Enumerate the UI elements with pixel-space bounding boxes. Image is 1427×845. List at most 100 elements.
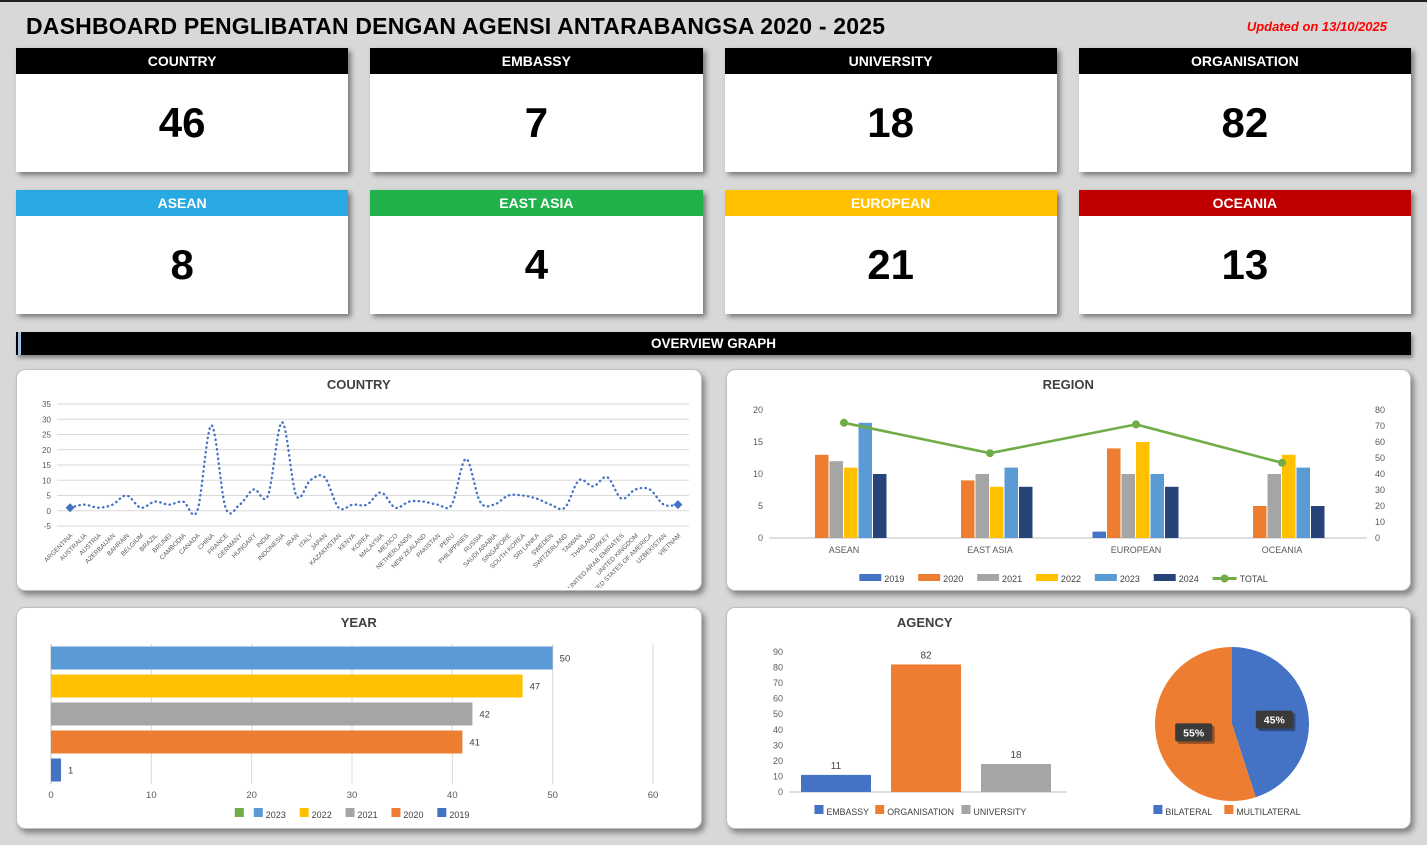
kpi-card-embassy: EMBASSY 7 xyxy=(370,48,703,172)
region-bar-2020 xyxy=(1252,506,1266,538)
region-bar-2021 xyxy=(1121,474,1135,538)
svg-text:50: 50 xyxy=(1375,453,1385,463)
svg-text:OCEANIA: OCEANIA xyxy=(1261,545,1302,555)
year-chart-title: YEAR xyxy=(340,615,377,630)
kpi-header-organisation: ORGANISATION xyxy=(1078,48,1411,74)
updated-note: Updated on 13/10/2025 xyxy=(1246,18,1387,34)
svg-text:20: 20 xyxy=(772,756,782,766)
svg-text:15: 15 xyxy=(42,461,51,470)
kpi-card-asean: ASEAN 8 xyxy=(16,190,349,314)
kpi-card-university: UNIVERSITY 18 xyxy=(724,48,1057,172)
svg-text:10: 10 xyxy=(1375,517,1385,527)
region-bar-2024 xyxy=(1310,506,1324,538)
svg-text:30: 30 xyxy=(347,790,358,801)
region-bar-2019 xyxy=(1092,531,1106,538)
svg-text:2020: 2020 xyxy=(403,810,423,820)
kpi-value-asean: 8 xyxy=(170,241,194,288)
region-bar-2024 xyxy=(1164,486,1178,538)
svg-text:55%: 55% xyxy=(1183,727,1205,739)
kpi-value-organisation: 82 xyxy=(1221,99,1269,146)
region-bar-2023 xyxy=(1004,467,1018,538)
region-chart-title: REGION xyxy=(1042,377,1094,392)
accent-notch xyxy=(18,332,21,355)
region-bar-2023 xyxy=(1150,474,1164,538)
region-bar-2023 xyxy=(1296,467,1310,538)
svg-text:2021: 2021 xyxy=(358,810,378,820)
region-total-line xyxy=(843,421,1282,465)
svg-text:0: 0 xyxy=(1375,533,1380,543)
page-title: DASHBOARD PENGLIBATAN DENGAN AGENSI ANTA… xyxy=(26,12,886,39)
svg-text:EMBASSY: EMBASSY xyxy=(826,807,869,817)
year-bar-2023 xyxy=(51,646,553,670)
svg-text:60: 60 xyxy=(772,694,782,704)
svg-text:80: 80 xyxy=(772,663,782,673)
kpi-header-asean: ASEAN xyxy=(16,190,349,216)
svg-text:0: 0 xyxy=(757,533,762,543)
year-bar-2022 xyxy=(51,674,523,698)
charts-grid: COUNTRY -5 0 5 10 15 20 25 30 35 ARGENTINA AUSTRAL… xyxy=(16,369,1411,829)
svg-text:2022: 2022 xyxy=(1060,574,1080,584)
region-bar-2022 xyxy=(843,467,857,538)
chart-legend: 2023 2022 2021 2020 2019 xyxy=(234,808,469,820)
svg-text:0: 0 xyxy=(47,507,52,516)
svg-text:-5: -5 xyxy=(44,522,52,531)
svg-text:10: 10 xyxy=(146,790,157,801)
region-bar-2024 xyxy=(872,474,886,538)
kpi-value-embassy: 7 xyxy=(524,99,549,146)
svg-text:90: 90 xyxy=(772,647,782,657)
svg-text:40: 40 xyxy=(447,790,458,801)
kpi-grid: COUNTRY 46 EMBASSY 7 UNIVERSITY 18 ORGAN… xyxy=(16,48,1411,314)
region-bar-2021 xyxy=(975,474,989,538)
line-end-marker xyxy=(673,500,683,510)
region-bar-2020 xyxy=(1106,448,1120,538)
kpi-card-oceania: OCEANIA 13 xyxy=(1078,190,1411,314)
kpi-value-european: 21 xyxy=(867,241,914,288)
svg-text:25: 25 xyxy=(42,431,51,440)
svg-text:10: 10 xyxy=(42,476,51,485)
line-end-marker xyxy=(65,503,75,513)
overview-graph-banner: OVERVIEW GRAPH xyxy=(16,332,1411,355)
svg-text:2023: 2023 xyxy=(266,810,286,820)
svg-text:70: 70 xyxy=(1375,421,1385,431)
svg-text:80: 80 xyxy=(1375,405,1385,415)
pie-label-box xyxy=(1255,710,1293,729)
svg-text:11: 11 xyxy=(830,761,841,772)
svg-text:TOTAL: TOTAL xyxy=(1239,574,1267,584)
svg-text:MULTILATERAL: MULTILATERAL xyxy=(1236,807,1300,817)
topbar: DASHBOARD PENGLIBATAN DENGAN AGENSI ANTA… xyxy=(0,2,1427,46)
svg-text:20: 20 xyxy=(1375,501,1385,511)
svg-text:2020: 2020 xyxy=(943,574,963,584)
svg-text:EUROPEAN: EUROPEAN xyxy=(1110,545,1161,555)
svg-text:15: 15 xyxy=(752,437,762,447)
country-chart-panel: COUNTRY -5 0 5 10 15 20 25 30 35 ARGENTINA AUSTRAL… xyxy=(16,369,702,591)
kpi-header-university: UNIVERSITY xyxy=(724,48,1057,74)
svg-text:0: 0 xyxy=(777,787,782,797)
region-bar-2022 xyxy=(1281,454,1295,538)
kpi-header-embassy: EMBASSY xyxy=(370,48,703,74)
agency-chart-panel: AGENCY 0 10 20 30 40 50 60 70 80 90 11 82 18 EMBASSY O… xyxy=(725,607,1411,829)
agency-bar-and-pie-chart: 0 10 20 30 40 50 60 70 80 90 11 82 18 EMBASSY ORGANISA… xyxy=(772,647,1309,817)
svg-text:47: 47 xyxy=(530,682,541,693)
pie-label-box xyxy=(1174,723,1212,742)
country-chart-title: COUNTRY xyxy=(326,377,391,392)
svg-text:ORGANISATION: ORGANISATION xyxy=(887,807,954,817)
region-bar-2023 xyxy=(858,422,872,538)
svg-text:40: 40 xyxy=(772,725,782,735)
svg-text:45%: 45% xyxy=(1263,715,1285,727)
region-combo-chart: 0 5 10 15 20 0 10 20 30 40 50 60 70 80 ASEAN EAST ASIA E… xyxy=(752,405,1385,584)
kpi-header-east-asia: EAST ASIA xyxy=(370,190,703,216)
region-bar-2022 xyxy=(1135,442,1149,538)
region-bar-2021 xyxy=(1267,474,1281,538)
svg-text:1: 1 xyxy=(68,766,73,777)
svg-text:82: 82 xyxy=(920,650,932,661)
svg-text:60: 60 xyxy=(1375,437,1385,447)
country-dotted-line xyxy=(68,421,680,516)
kpi-value-country: 46 xyxy=(158,99,206,146)
region-bar-2020 xyxy=(960,480,974,538)
agency-chart-title: AGENCY xyxy=(896,615,953,630)
year-chart-panel: YEAR 0 10 20 30 40 50 60 50 47 42 41 1 2023 2022 2021 2… xyxy=(16,607,702,829)
kpi-header-country: COUNTRY xyxy=(16,48,349,74)
svg-text:BILATERAL: BILATERAL xyxy=(1165,807,1212,817)
